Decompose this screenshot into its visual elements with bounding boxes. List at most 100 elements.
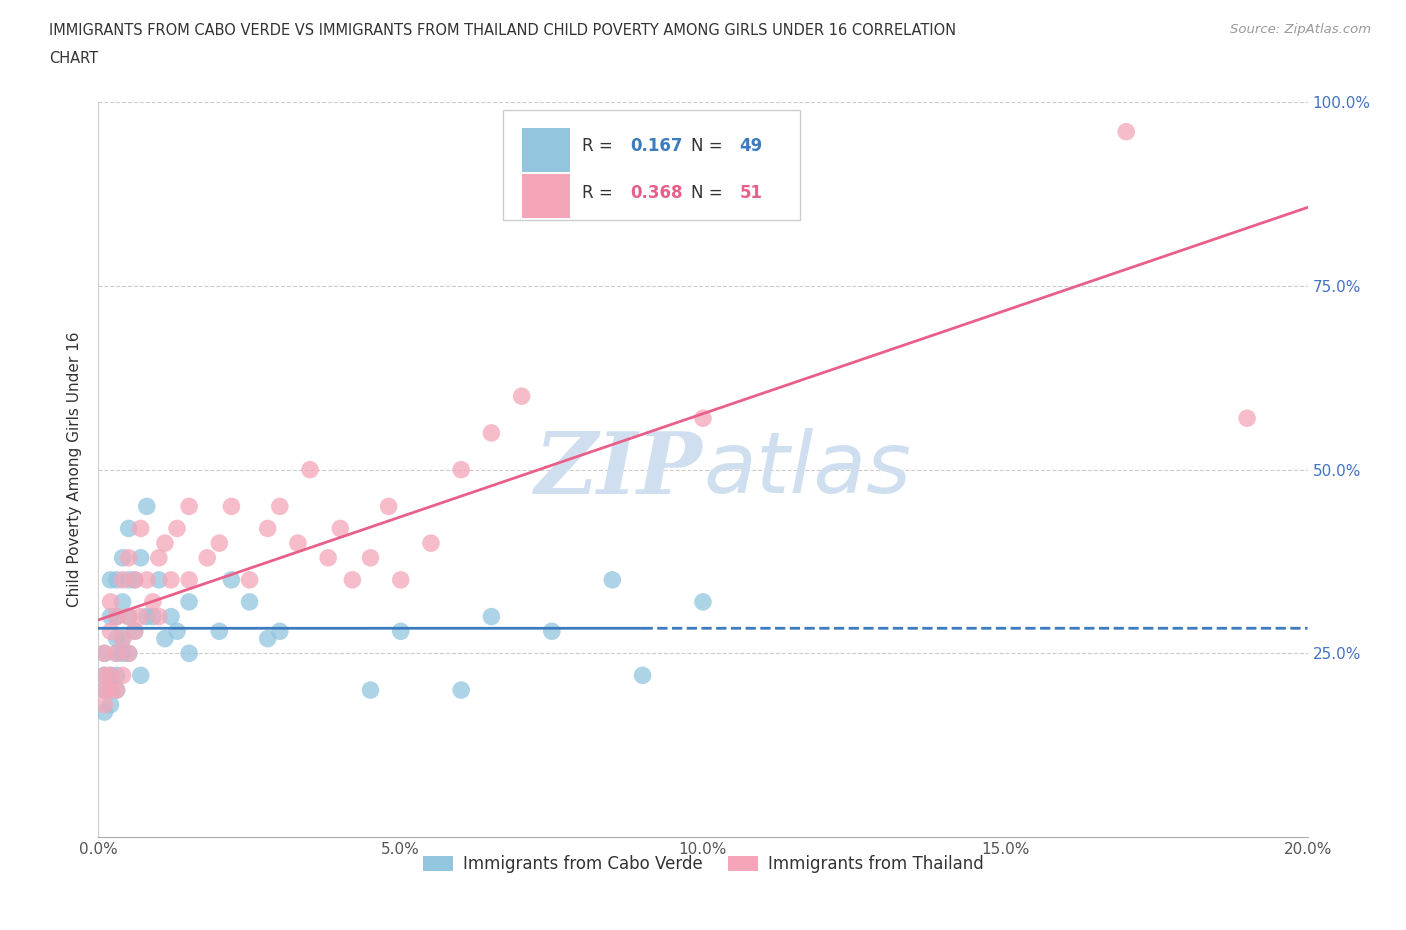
Point	[221, 573, 243, 588]
Point	[540, 624, 562, 639]
Point	[360, 683, 382, 698]
Point	[93, 646, 115, 661]
Point	[100, 624, 122, 639]
Point	[287, 536, 309, 551]
Text: Source: ZipAtlas.com: Source: ZipAtlas.com	[1230, 23, 1371, 36]
FancyBboxPatch shape	[522, 174, 569, 219]
Point	[208, 624, 231, 639]
Point	[239, 594, 262, 609]
Point	[105, 668, 128, 683]
Point	[93, 668, 115, 683]
Point	[135, 609, 157, 624]
Point	[93, 668, 115, 683]
Point	[692, 594, 714, 609]
Point	[221, 498, 243, 513]
Text: atlas: atlas	[703, 428, 911, 512]
Point	[129, 551, 152, 565]
Point	[111, 594, 134, 609]
Point	[111, 573, 134, 588]
Text: CHART: CHART	[49, 51, 98, 66]
Point	[129, 609, 152, 624]
Point	[179, 646, 201, 661]
Point	[135, 498, 157, 513]
Point	[142, 594, 165, 609]
Point	[342, 573, 364, 588]
Point	[179, 594, 201, 609]
Point	[256, 631, 278, 646]
Point	[105, 609, 128, 624]
Point	[111, 631, 134, 646]
Point	[208, 536, 231, 551]
Point	[166, 624, 188, 639]
Point	[111, 646, 134, 661]
Text: N =: N =	[690, 183, 728, 202]
Point	[111, 551, 134, 565]
Point	[1115, 125, 1137, 140]
Point	[269, 498, 291, 513]
Point	[100, 683, 122, 698]
Point	[1236, 411, 1258, 426]
Point	[118, 646, 141, 661]
Point	[93, 646, 115, 661]
Point	[118, 609, 141, 624]
Point	[124, 573, 146, 588]
Point	[129, 521, 152, 536]
Point	[160, 609, 183, 624]
Point	[93, 683, 115, 698]
FancyBboxPatch shape	[522, 128, 569, 172]
Point	[256, 521, 278, 536]
Point	[100, 594, 122, 609]
Point	[153, 631, 176, 646]
Point	[124, 624, 146, 639]
Point	[481, 426, 503, 441]
Text: 51: 51	[740, 183, 762, 202]
Point	[360, 551, 382, 565]
Point	[602, 573, 624, 588]
Point	[118, 646, 141, 661]
Point	[481, 609, 503, 624]
Point	[179, 498, 201, 513]
Point	[160, 573, 183, 588]
Point	[100, 668, 122, 683]
Point	[148, 551, 170, 565]
Legend: Immigrants from Cabo Verde, Immigrants from Thailand: Immigrants from Cabo Verde, Immigrants f…	[416, 849, 990, 880]
Point	[111, 631, 134, 646]
Point	[100, 668, 122, 683]
Point	[100, 683, 122, 698]
Point	[329, 521, 352, 536]
Point	[105, 646, 128, 661]
Point	[118, 551, 141, 565]
Point	[316, 551, 339, 565]
Point	[118, 521, 141, 536]
Point	[142, 609, 165, 624]
Point	[269, 624, 291, 639]
Text: 0.167: 0.167	[630, 138, 683, 155]
Point	[148, 609, 170, 624]
Point	[124, 573, 146, 588]
Text: 0.368: 0.368	[630, 183, 683, 202]
Text: IMMIGRANTS FROM CABO VERDE VS IMMIGRANTS FROM THAILAND CHILD POVERTY AMONG GIRLS: IMMIGRANTS FROM CABO VERDE VS IMMIGRANTS…	[49, 23, 956, 38]
Point	[129, 668, 152, 683]
Y-axis label: Child Poverty Among Girls Under 16: Child Poverty Among Girls Under 16	[67, 332, 83, 607]
Point	[148, 573, 170, 588]
Text: N =: N =	[690, 138, 728, 155]
Point	[450, 462, 472, 477]
Text: R =: R =	[582, 183, 619, 202]
Point	[118, 573, 141, 588]
Point	[105, 609, 128, 624]
Point	[239, 573, 262, 588]
Point	[105, 646, 128, 661]
Point	[93, 683, 115, 698]
Text: 49: 49	[740, 138, 762, 155]
FancyBboxPatch shape	[503, 110, 800, 219]
Point	[389, 624, 412, 639]
Point	[450, 683, 472, 698]
Point	[105, 573, 128, 588]
Point	[93, 698, 115, 712]
Point	[118, 609, 141, 624]
Text: ZIP: ZIP	[536, 428, 703, 512]
Point	[179, 573, 201, 588]
Point	[631, 668, 654, 683]
Point	[105, 683, 128, 698]
Point	[105, 683, 128, 698]
